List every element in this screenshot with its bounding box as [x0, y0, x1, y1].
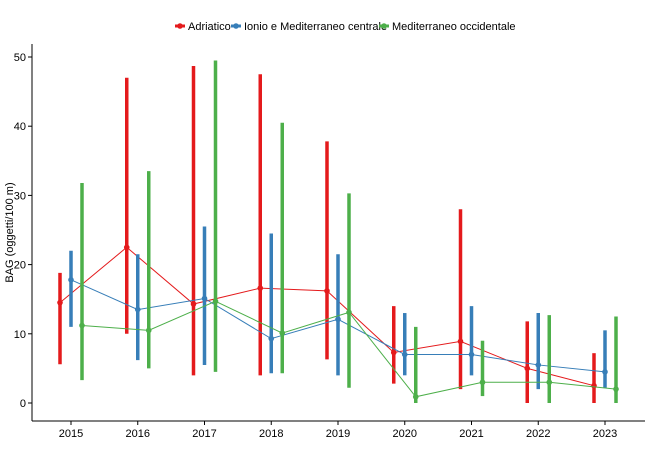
- y-tick-label: 10: [14, 329, 26, 341]
- data-point: [57, 299, 63, 306]
- data-point: [324, 288, 330, 294]
- x-tick-label: 2018: [259, 428, 283, 440]
- x-tick-label: 2019: [326, 428, 350, 440]
- data-point: [68, 277, 74, 283]
- x-tick-label: 2020: [393, 428, 417, 440]
- legend-item: Ionio e Mediterraneo centrale: [231, 21, 387, 33]
- plot-area: [57, 60, 619, 403]
- x-tick-label: 2021: [459, 428, 483, 440]
- data-point: [613, 386, 619, 392]
- data-point: [145, 327, 152, 334]
- legend-key-point: [177, 23, 183, 29]
- legend-item: Mediterraneo occidentale: [379, 21, 516, 33]
- x-tick-label: 2016: [126, 428, 150, 440]
- x-tick-label: 2022: [526, 428, 550, 440]
- y-axis-title: BAG (oggetti/100 m): [4, 182, 16, 282]
- data-point: [190, 301, 197, 307]
- y-tick-label: 20: [14, 260, 26, 272]
- data-point: [401, 351, 408, 358]
- data-point: [468, 351, 475, 358]
- data-point: [123, 244, 130, 251]
- axes: 0 10 20 30 40 50 2015 2016 2017 2018 2019 2020 2021 2…: [4, 44, 645, 440]
- data-point: [524, 365, 531, 372]
- data-point: [457, 338, 464, 345]
- data-point: [134, 306, 141, 313]
- x-tick-label: 2015: [59, 428, 83, 440]
- legend-item: Adriatico: [175, 21, 231, 33]
- legend: Adriatico Ionio e Mediterraneo centrale Me…: [175, 21, 516, 33]
- legend-key-point: [233, 23, 239, 29]
- data-point: [591, 382, 597, 389]
- legend-key-point: [381, 23, 387, 29]
- data-point: [201, 295, 208, 302]
- data-point: [535, 362, 542, 368]
- data-point: [479, 379, 486, 386]
- x-tick-label: 2017: [192, 428, 216, 440]
- y-tick-label: 40: [14, 121, 26, 133]
- y-tick-label: 0: [20, 398, 26, 410]
- legend-label: Ionio e Mediterraneo centrale: [244, 21, 387, 33]
- data-point: [279, 330, 286, 336]
- series-2: [68, 226, 608, 390]
- y-tick-label: 30: [14, 190, 26, 202]
- y-tick-label: 50: [14, 52, 26, 64]
- data-point: [268, 335, 275, 342]
- legend-label: Mediterraneo occidentale: [392, 21, 516, 33]
- data-point: [346, 309, 352, 316]
- data-point: [257, 285, 264, 291]
- data-point: [212, 298, 219, 305]
- x-tick-label: 2023: [593, 428, 617, 440]
- data-point: [335, 316, 341, 323]
- data-point: [390, 349, 397, 356]
- data-point: [602, 369, 608, 375]
- legend-label: Adriatico: [188, 21, 231, 33]
- data-point: [412, 393, 419, 400]
- data-point: [546, 379, 553, 386]
- data-point: [79, 322, 85, 329]
- series-3: [79, 60, 619, 403]
